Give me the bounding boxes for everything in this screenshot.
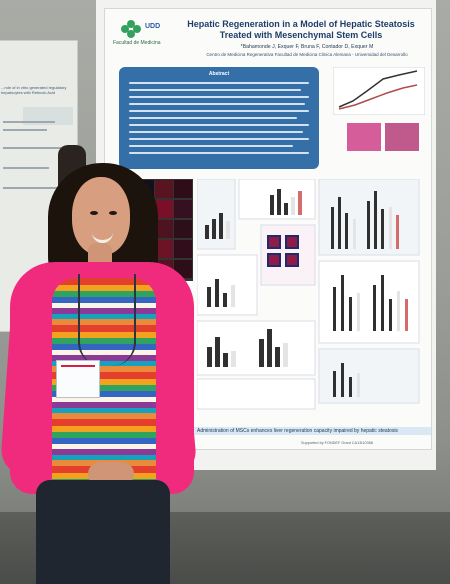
abstract-text-line [129, 145, 293, 147]
lanyard [78, 274, 136, 366]
histology-panel [347, 123, 419, 151]
conclusion-text: Administration of MSCs enhances liver re… [197, 428, 398, 434]
left-poster-text-line [3, 129, 47, 131]
left-poster-text-line [3, 187, 59, 189]
abstract-text-line [129, 82, 309, 84]
left-poster-text-line [3, 167, 49, 169]
abstract-text-line [129, 138, 309, 140]
poster-affiliation: Centro de Medicina Regenerativa Facultad… [206, 52, 408, 57]
abstract-text-line [129, 117, 297, 119]
university-logo [121, 20, 141, 38]
left-poster-sign [23, 107, 73, 125]
name-badge [56, 360, 100, 398]
abstract-text-line [129, 96, 309, 98]
abstract-text-line [129, 89, 301, 91]
dark-jeans [36, 480, 170, 584]
abstract-text-line [129, 103, 305, 105]
results-figures [197, 179, 420, 410]
abstract-text-line [129, 124, 309, 126]
abstract-text-line [129, 110, 309, 112]
support-text: Supported by FONDEF Grant CA13I10366 [301, 441, 373, 445]
woman-smile [92, 232, 113, 243]
left-poster-text-line [3, 147, 63, 149]
line-chart-panel [333, 67, 425, 115]
abstract-box: Abstract [119, 67, 319, 169]
poster-title: Hepatic Regeneration in a Model of Hepat… [187, 19, 415, 40]
poster-authors: *Bahamonde J, Exquer F, Bruna F, Contado… [240, 44, 374, 50]
conclusion-strip [191, 427, 431, 435]
left-poster-title: ...role of in vitro generated regulatory… [1, 85, 67, 95]
woman-left-eye [90, 211, 98, 215]
abstract-title: Abstract [208, 71, 230, 77]
left-poster-text-line [3, 121, 55, 123]
abstract-text-line [129, 131, 303, 133]
logo-text: UDD [145, 23, 161, 30]
institution-label: Facultad de Medicina [113, 40, 161, 46]
woman-right-eye [109, 211, 117, 215]
abstract-text-line [129, 152, 309, 154]
